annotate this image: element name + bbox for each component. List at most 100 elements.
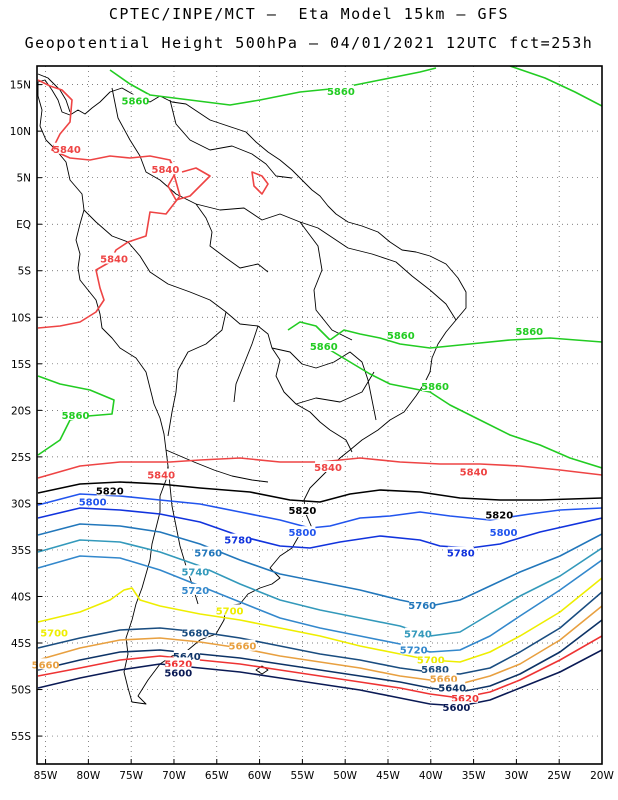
contour-label-bg — [422, 380, 449, 392]
contour-label-bg — [122, 94, 149, 106]
contour-5860-se — [329, 349, 602, 469]
lat-tick-label: 25S — [11, 452, 31, 464]
contour-label-5600: 5600 — [164, 669, 192, 680]
contour-label-bg — [229, 639, 256, 651]
contour-5780 — [37, 507, 602, 549]
contour-label-bg — [460, 465, 487, 477]
lon-tick-label: 30W — [505, 770, 529, 782]
contour-label-5720: 5720 — [400, 645, 428, 656]
contour-label-bg — [182, 583, 209, 595]
contour-5760 — [37, 523, 602, 607]
contour-label-bg — [430, 672, 457, 684]
lon-tick-label: 55W — [291, 770, 315, 782]
contour-label-bg — [310, 340, 337, 352]
lon-tick-label: 75W — [119, 770, 143, 782]
contour-5680 — [37, 591, 602, 675]
lon-tick-label: 35W — [462, 770, 486, 782]
contour-label-bg — [289, 503, 316, 515]
contour-label-5820: 5820 — [96, 486, 124, 497]
contour-label-bg — [182, 565, 209, 577]
lon-tick-label: 20W — [590, 770, 614, 782]
map-background — [37, 66, 602, 764]
contour-label-5780: 5780 — [447, 549, 475, 560]
contour-label-bg — [101, 252, 128, 264]
contour-label-bg — [409, 598, 436, 610]
contour-label-5760: 5760 — [194, 549, 222, 560]
contour-label-5780: 5780 — [224, 536, 252, 547]
contour-label-bg — [315, 461, 342, 473]
lon-tick-label: 60W — [248, 770, 272, 782]
contour-label-5660: 5660 — [32, 660, 60, 671]
contour-label-5660: 5660 — [430, 674, 458, 685]
contour-label-5860: 5860 — [421, 382, 449, 393]
contour-label-5860: 5860 — [62, 411, 90, 422]
lon-tick-label: 70W — [162, 770, 186, 782]
contour-label-bg — [516, 325, 543, 337]
coastline-south-america — [37, 79, 467, 705]
contour-label-5840: 5840 — [147, 470, 175, 481]
lat-tick-label: 10S — [11, 312, 31, 324]
contour-label-bg — [452, 691, 479, 703]
contour-label-bg — [32, 658, 59, 670]
contour-label-bg — [148, 468, 175, 480]
contour-label-bg — [53, 142, 80, 154]
lon-tick-label: 40W — [419, 770, 443, 782]
contour-label-5820: 5820 — [485, 511, 513, 522]
contour-5860-west — [37, 375, 115, 456]
contour-label-5840: 5840 — [151, 165, 179, 176]
contour-label-bg — [486, 508, 513, 520]
contour-5720 — [37, 555, 602, 653]
contour-label-5660: 5660 — [229, 642, 257, 653]
lat-tick-label: EQ — [16, 219, 31, 231]
contour-label-5740: 5740 — [404, 630, 432, 641]
contour-lines — [37, 66, 602, 707]
contour-label-bg — [96, 484, 123, 496]
contour-label-bg — [387, 328, 414, 340]
contour-label-bg — [400, 643, 427, 655]
contour-label-5740: 5740 — [181, 567, 209, 578]
contour-label-5860: 5860 — [515, 327, 543, 338]
contour-label-bg — [422, 663, 449, 675]
contour-label-5700: 5700 — [216, 606, 244, 617]
lat-tick-label: 20S — [11, 405, 31, 417]
contour-5820 — [37, 481, 602, 503]
contour-label-bg — [404, 627, 431, 639]
contour-label-bg — [289, 526, 316, 538]
contour-label-5680: 5680 — [181, 629, 209, 640]
lon-tick-label: 80W — [76, 770, 100, 782]
contour-label-bg — [165, 657, 192, 669]
contour-label-5680: 5680 — [421, 665, 449, 676]
lon-tick-label: 65W — [205, 770, 229, 782]
contour-label-bg — [443, 701, 470, 713]
contour-5660 — [37, 605, 602, 685]
contour-label-bg — [165, 666, 192, 678]
contour-label-5800: 5800 — [490, 528, 518, 539]
contour-5620 — [37, 635, 602, 699]
contour-5860-brazil — [287, 321, 602, 349]
lat-tick-label: 15S — [11, 359, 31, 371]
contour-label-bg — [327, 85, 354, 97]
contour-5640 — [37, 619, 602, 693]
lat-tick-label: 55S — [11, 731, 31, 743]
contour-label-5840: 5840 — [314, 463, 342, 474]
borders-andes — [83, 209, 331, 431]
contour-label-5820: 5820 — [288, 506, 316, 517]
contour-label-5860: 5860 — [387, 331, 415, 342]
lon-tick-label: 85W — [34, 770, 58, 782]
contour-label-5800: 5800 — [79, 497, 107, 508]
lon-tick-label: 25W — [547, 770, 571, 782]
contour-5860-north — [109, 67, 437, 106]
map-frame — [36, 65, 603, 765]
contour-label-5720: 5720 — [181, 586, 209, 597]
lat-tick-label: 30S — [11, 498, 31, 510]
contour-5860-ne — [509, 66, 602, 107]
contour-5700 — [37, 577, 602, 663]
contour-label-5840: 5840 — [460, 468, 488, 479]
contour-labels: 5860 5860 5860 5860 5860 5860 5860 5840 5840 5840… — [32, 85, 543, 714]
contour-5840-north — [37, 79, 211, 201]
contour-label-bg — [216, 604, 243, 616]
contour-label-bg — [447, 546, 474, 558]
contour-label-5620: 5620 — [164, 659, 192, 670]
contour-label-5640: 5640 — [438, 684, 466, 695]
